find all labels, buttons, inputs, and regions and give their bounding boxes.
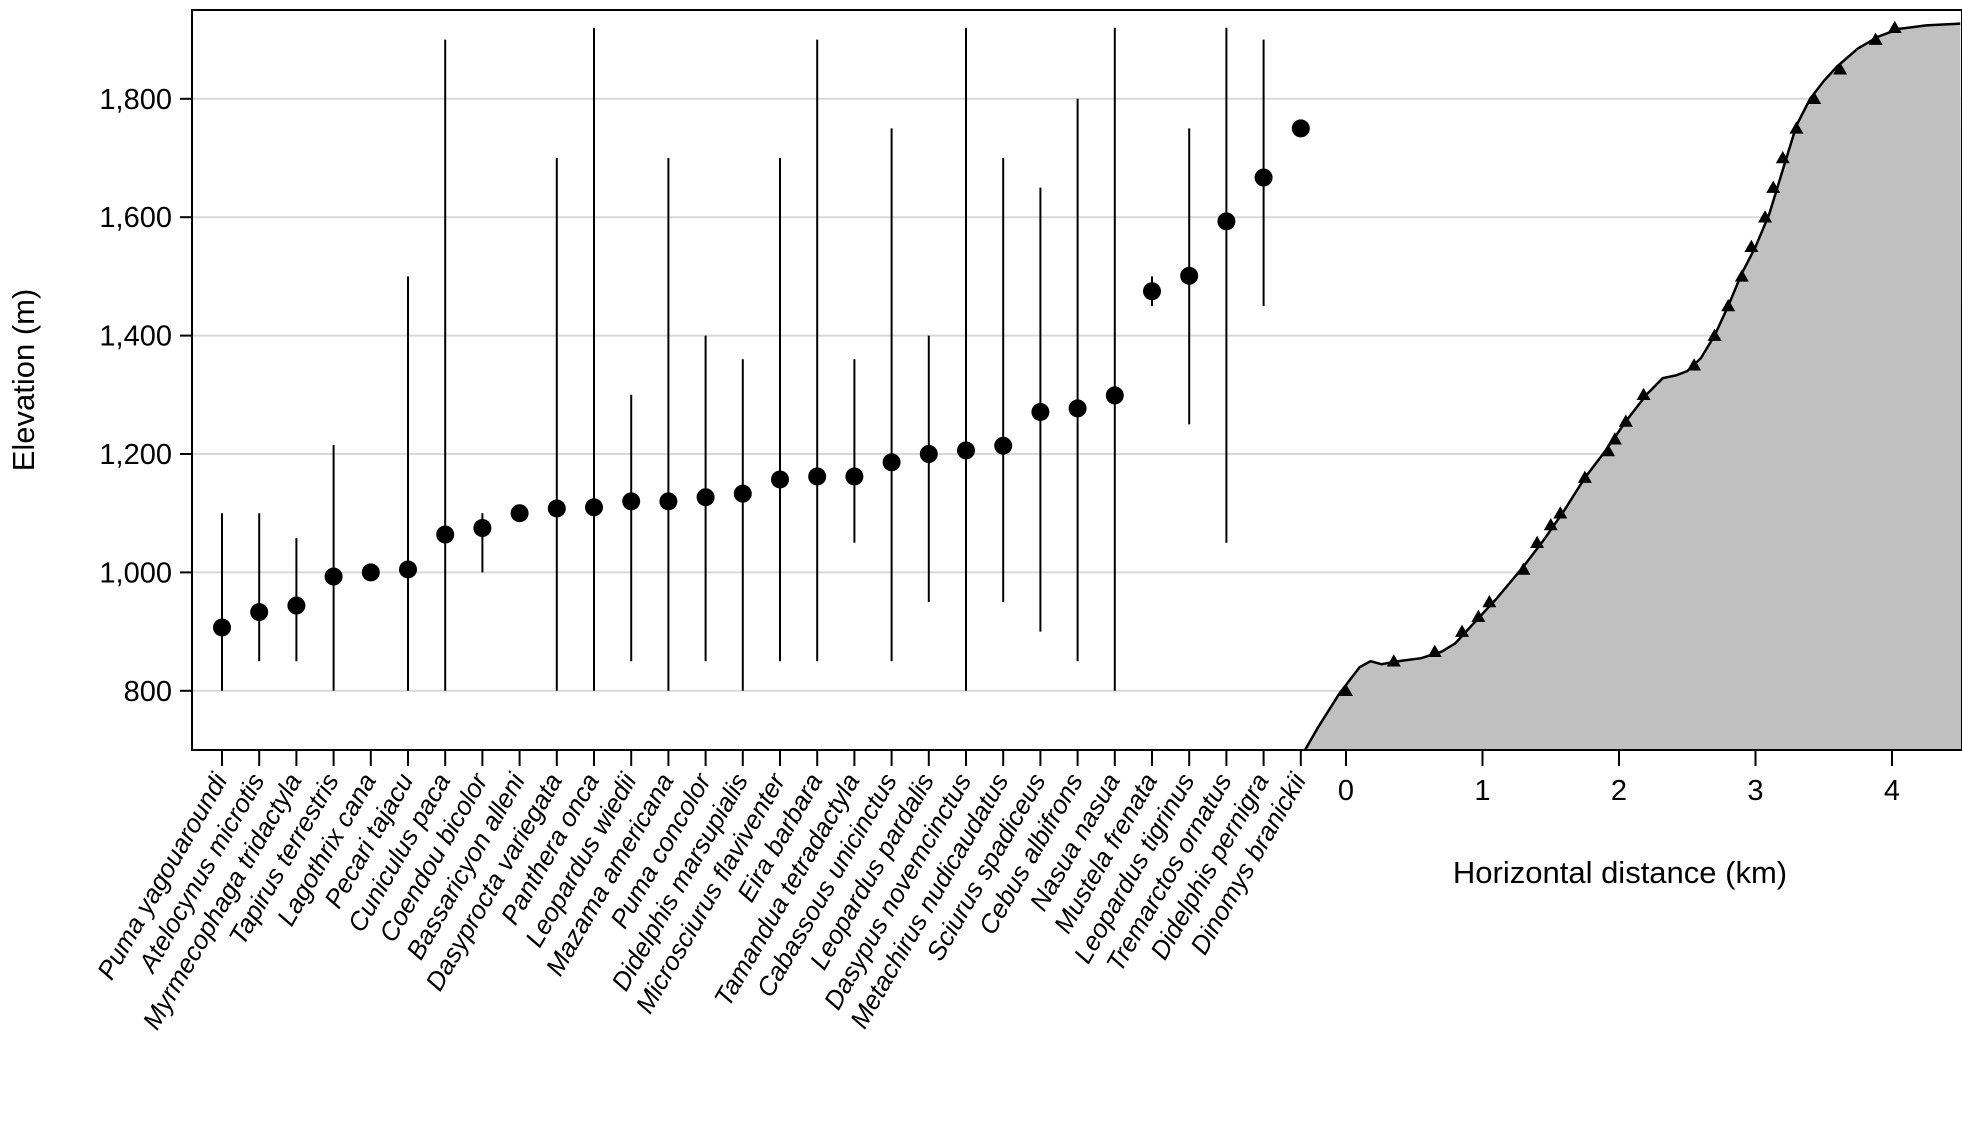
species-point bbox=[771, 470, 789, 489]
species-point bbox=[1143, 282, 1161, 301]
profile-marker bbox=[1471, 609, 1486, 623]
species-point bbox=[324, 567, 343, 586]
y-tick-label: 1,000 bbox=[99, 557, 172, 589]
profile-marker bbox=[1775, 151, 1790, 164]
species-point bbox=[994, 436, 1013, 455]
species-point bbox=[1217, 212, 1236, 231]
species-point bbox=[547, 499, 566, 518]
species-point bbox=[919, 445, 938, 463]
profile-marker bbox=[1636, 387, 1651, 401]
profile-marker bbox=[1868, 32, 1883, 45]
km-tick-label: 1 bbox=[1474, 775, 1490, 807]
y-tick-label: 1,200 bbox=[99, 439, 172, 471]
species-point bbox=[1068, 399, 1087, 418]
profile-marker bbox=[1607, 432, 1622, 445]
species-point bbox=[361, 563, 380, 582]
y-tick-label: 1,600 bbox=[99, 202, 172, 234]
profile-marker bbox=[1339, 683, 1353, 697]
profile-marker bbox=[1833, 62, 1848, 75]
profile-marker bbox=[1766, 180, 1781, 193]
species-point bbox=[1254, 168, 1273, 187]
y-tick-label: 1,400 bbox=[99, 321, 172, 353]
species-points bbox=[213, 27, 1310, 691]
species-point bbox=[845, 467, 864, 486]
profile-marker bbox=[1516, 562, 1531, 575]
profile-marker bbox=[1543, 518, 1558, 531]
profile-marker bbox=[1758, 210, 1773, 223]
y-axis: 800 1,000 1,200 1,400 1,600 1,800 bbox=[99, 84, 192, 708]
species-point bbox=[287, 596, 306, 615]
profile-marker bbox=[1789, 121, 1804, 134]
profile-marker bbox=[1553, 506, 1568, 519]
profile-marker bbox=[1530, 535, 1545, 549]
profile-marker bbox=[1887, 20, 1902, 34]
species-point bbox=[1031, 402, 1050, 421]
x-axis-title: Horizontal distance (km) bbox=[1453, 855, 1787, 890]
profile-marker bbox=[1577, 470, 1592, 483]
species-point bbox=[585, 498, 603, 517]
profile-marker bbox=[1427, 644, 1442, 657]
km-tick-label: 2 bbox=[1611, 775, 1627, 807]
species-point bbox=[436, 525, 455, 544]
species-point bbox=[882, 453, 901, 472]
species-point bbox=[808, 467, 827, 486]
km-tick-label: 4 bbox=[1884, 775, 1900, 807]
profile-marker bbox=[1482, 595, 1497, 608]
species-point bbox=[1105, 386, 1124, 405]
species-point bbox=[510, 504, 529, 523]
profile-marker bbox=[1721, 299, 1736, 312]
profile-marker bbox=[1707, 328, 1722, 341]
profile-marker bbox=[1618, 414, 1633, 427]
profile-area bbox=[1305, 23, 1962, 751]
species-point bbox=[399, 560, 417, 579]
y-axis-title: Elevation (m) bbox=[6, 289, 41, 472]
species-point bbox=[473, 519, 492, 537]
profile-marker bbox=[1687, 358, 1702, 371]
y-tick-label: 800 bbox=[124, 676, 172, 708]
species-point bbox=[659, 492, 678, 511]
km-tick-label: 3 bbox=[1747, 775, 1763, 807]
species-point bbox=[1291, 119, 1310, 138]
profile-marker bbox=[1734, 269, 1749, 282]
y-tick-label: 1,800 bbox=[99, 84, 172, 116]
profile-marker bbox=[1744, 239, 1759, 253]
km-tick-label: 0 bbox=[1338, 775, 1354, 807]
species-point bbox=[1180, 266, 1199, 285]
profile-marker bbox=[1455, 624, 1470, 637]
species-point bbox=[622, 492, 641, 511]
species-point bbox=[696, 488, 715, 507]
elevation-profile bbox=[1303, 20, 1962, 751]
species-point bbox=[250, 603, 269, 622]
profile-marker bbox=[1807, 91, 1822, 105]
profile-marker bbox=[1386, 654, 1401, 667]
profile-marker bbox=[1601, 444, 1616, 457]
species-point bbox=[733, 484, 752, 503]
species-point bbox=[213, 618, 231, 637]
species-point bbox=[957, 441, 975, 460]
